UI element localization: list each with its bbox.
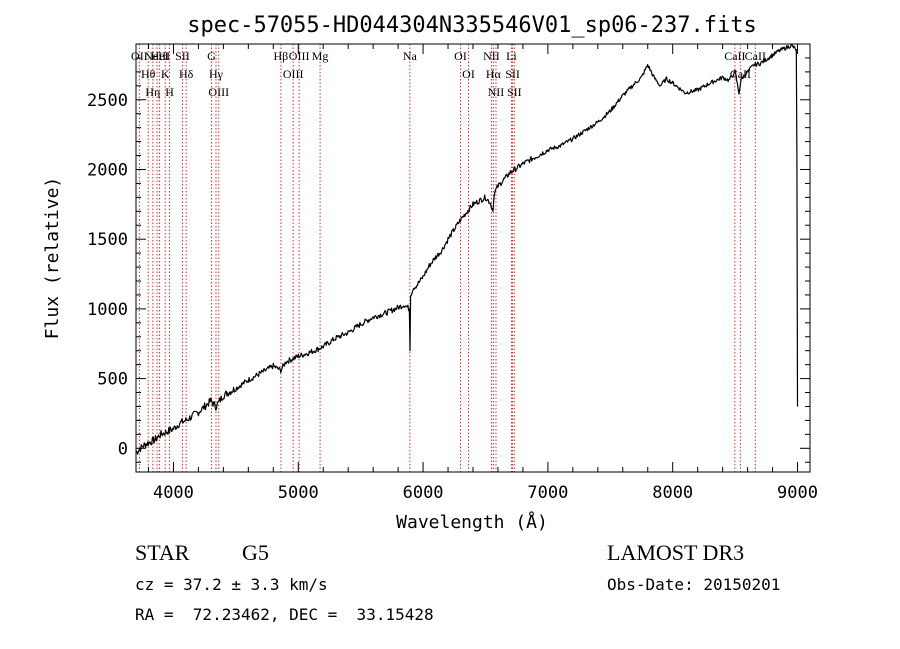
line-label-li: Li (506, 49, 517, 63)
x-axis-ticks: 4000 5000 6000 7000 8000 9000 (147, 44, 818, 503)
x-tick-label: 9000 (777, 483, 818, 503)
line-label-neiii: NeIII (144, 49, 170, 63)
line-label-nii: NII (488, 85, 505, 99)
y-tick-label: 1500 (87, 230, 128, 250)
flux-series-line (135, 43, 799, 455)
line-label-hη: Hη (145, 85, 160, 99)
object-class: STAR (135, 540, 190, 565)
line-label-oi: OI (462, 67, 475, 81)
y-tick-label: 0 (118, 439, 128, 459)
line-label-na: Na (403, 49, 418, 63)
line-label-caii: CaII (724, 49, 745, 63)
line-label-caii: CaII (745, 49, 766, 63)
redshift-readout: cz = 37.2 ± 3.3 km/s (135, 575, 328, 594)
line-label-oii: OII (131, 49, 148, 63)
line-label-hγ: Hγ (209, 67, 224, 81)
y-tick-label: 1000 (87, 300, 128, 320)
y-tick-label: 500 (97, 370, 128, 390)
line-label-hθ: Hθ (141, 67, 156, 81)
y-tick-label: 2500 (87, 91, 128, 111)
line-label-sii: SII (507, 85, 522, 99)
line-label-hδ: Hδ (179, 67, 194, 81)
coordinates-readout: RA = 72.23462, DEC = 33.15428 (135, 605, 434, 624)
line-label-h: H (165, 85, 174, 99)
line-label-oiii: OIII (283, 67, 304, 81)
x-tick-label: 4000 (153, 483, 194, 503)
x-tick-label: 8000 (652, 483, 693, 503)
plot-frame (135, 43, 811, 473)
line-label-sii: SII (505, 67, 520, 81)
x-tick-label: 6000 (403, 483, 444, 503)
object-subclass: G5 (242, 540, 269, 565)
x-axis-label: Wavelength (Å) (396, 511, 548, 533)
line-label-sii: SII (175, 49, 190, 63)
y-axis-ticks: 0 500 1000 1500 2000 2500 (87, 57, 810, 463)
line-label-hei: HeI (151, 49, 169, 63)
line-label-oiii: OIII (289, 49, 310, 63)
line-label-hα: Hα (486, 67, 502, 81)
x-tick-label: 7000 (527, 483, 568, 503)
chart-title: spec-57055-HD044304N335546V01_sp06-237.f… (187, 13, 757, 38)
x-tick-label: 5000 (278, 483, 319, 503)
line-label-g: G (207, 49, 216, 63)
y-tick-label: 2000 (87, 160, 128, 180)
y-axis-label: Flux (relative) (42, 177, 63, 340)
line-label-nii: NII (483, 49, 500, 63)
line-label-oi: OI (454, 49, 467, 63)
line-label-k: K (161, 67, 170, 81)
survey-name: LAMOST DR3 (607, 540, 744, 565)
line-label-mg: Mg (312, 49, 329, 63)
obs-date: Obs-Date: 20150201 (607, 575, 780, 594)
line-label-oiii: OIII (208, 85, 229, 99)
line-label-hβ: Hβ (274, 49, 289, 63)
spectral-line-markers (138, 44, 756, 472)
line-label-caii: CaII (730, 67, 751, 81)
